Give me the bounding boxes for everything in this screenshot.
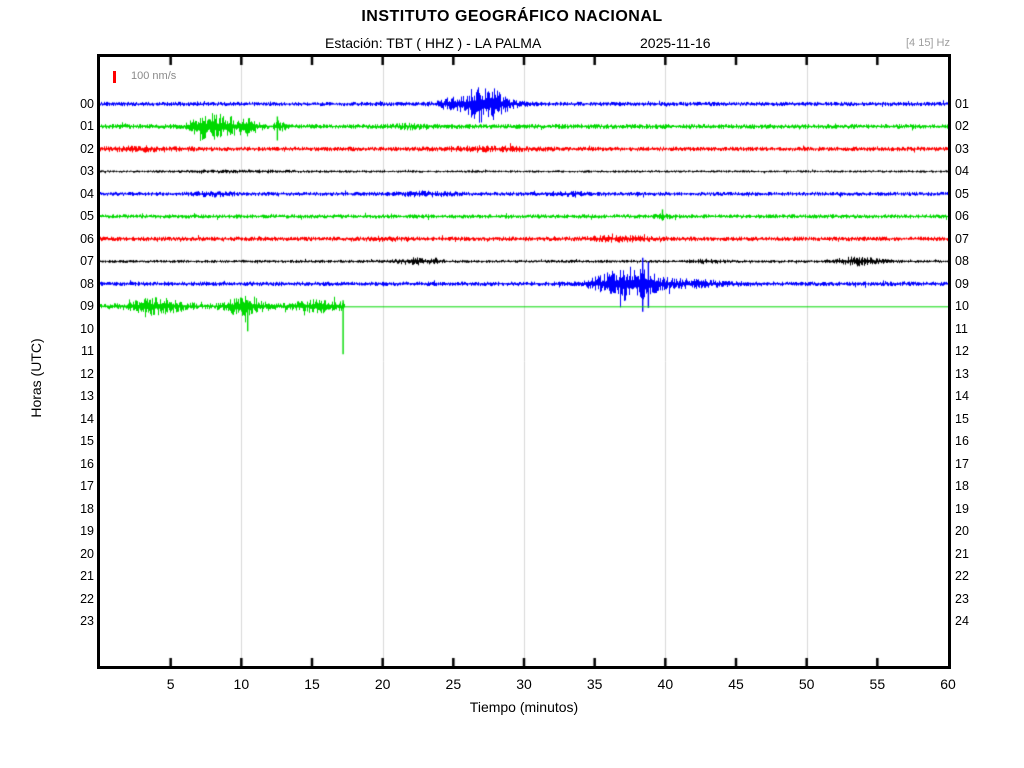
y-axis-label: Horas (UTC) [28, 338, 44, 418]
hour-label-left: 21 [80, 569, 94, 584]
station-label: Estación: TBT ( HHZ ) - LA PALMA [325, 35, 542, 51]
x-tick-label: 5 [166, 676, 175, 692]
hour-label-right: 21 [955, 546, 969, 561]
hour-label-right: 23 [955, 591, 969, 606]
hour-label-right: 16 [955, 434, 969, 449]
seismogram-canvas [100, 57, 948, 666]
hour-label-left: 08 [80, 276, 94, 291]
x-tick-label: 45 [728, 676, 744, 692]
x-tick-label: 60 [940, 676, 956, 692]
hour-label-right: 04 [955, 164, 969, 179]
hour-label-left: 09 [80, 299, 94, 314]
hour-label-right: 24 [955, 614, 969, 629]
hour-label-left: 14 [80, 411, 94, 426]
x-tick-label: 10 [233, 676, 250, 692]
hour-label-left: 07 [80, 254, 94, 269]
hour-label-left: 11 [81, 344, 94, 359]
hour-label-left: 19 [80, 524, 94, 539]
hour-label-right: 02 [955, 119, 969, 134]
x-tick-label: 15 [304, 676, 320, 692]
hour-label-left: 00 [80, 97, 94, 111]
x-tick-label: 35 [586, 676, 603, 692]
hour-label-left: 17 [80, 479, 94, 494]
hour-label-right: 22 [955, 569, 969, 584]
hour-label-right: 06 [955, 209, 969, 224]
hour-label-left: 22 [80, 591, 94, 606]
hour-label-left: 15 [80, 434, 94, 449]
hour-label-right: 19 [955, 501, 969, 516]
hour-label-right: 11 [955, 321, 968, 336]
hour-label-right: 17 [955, 456, 969, 471]
hour-label-left: 13 [80, 389, 94, 404]
amplitude-scale-label: 100 nm/s [131, 70, 177, 82]
hour-label-right: 05 [955, 186, 969, 201]
hour-label-right: 12 [955, 344, 969, 359]
date-label: 2025-11-16 [640, 35, 711, 51]
x-tick-label: 55 [869, 676, 886, 692]
hour-label-right: 15 [955, 411, 969, 426]
hour-label-right: 18 [955, 479, 969, 494]
hour-label-left: 06 [80, 231, 94, 246]
plot-frame: 100 nm/s [97, 54, 951, 669]
x-tick-label: 20 [374, 676, 391, 692]
x-tick-label: 50 [798, 676, 815, 692]
hour-label-right: 09 [955, 276, 969, 291]
hour-label-left: 04 [80, 186, 94, 201]
x-axis-label: Tiempo (minutos) [469, 699, 579, 715]
hour-label-left: 01 [80, 119, 94, 134]
hour-label-right: 10 [955, 299, 969, 314]
hour-label-right: 13 [955, 366, 969, 381]
hour-label-left: 02 [80, 141, 94, 156]
x-tick-label: 30 [516, 676, 532, 692]
hour-label-right: 20 [955, 524, 969, 539]
x-tick-label: 40 [657, 676, 674, 692]
hour-label-left: 12 [80, 366, 94, 381]
hour-label-left: 18 [80, 501, 94, 516]
hour-label-left: 23 [80, 614, 94, 629]
amplitude-scale-bar-icon [113, 71, 116, 83]
x-tick-label: 25 [445, 676, 462, 692]
hour-label-right: 14 [955, 389, 969, 404]
hour-label-left: 05 [80, 209, 94, 224]
filter-band-label: [4 15] Hz [905, 37, 950, 49]
hour-label-left: 03 [80, 164, 94, 179]
hour-label-right: 08 [955, 254, 969, 269]
hour-label-right: 03 [955, 141, 969, 156]
hour-label-left: 16 [80, 456, 94, 471]
hour-label-right: 01 [955, 97, 969, 111]
hour-label-right: 07 [955, 231, 969, 246]
page-title: INSTITUTO GEOGRÁFICO NACIONAL [361, 8, 663, 25]
hour-label-left: 10 [80, 321, 94, 336]
hour-label-left: 20 [80, 546, 94, 561]
